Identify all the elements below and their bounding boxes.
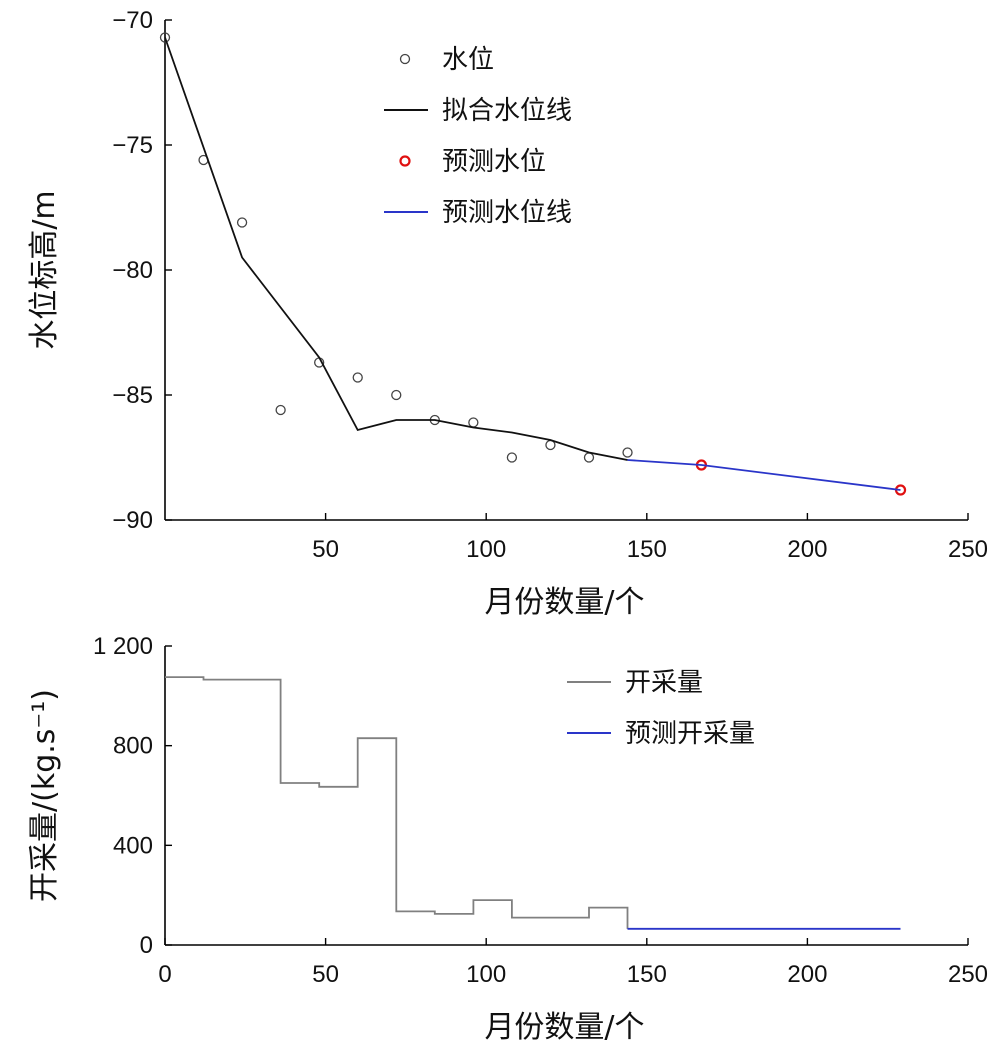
y-axis-title: 水位标高/m bbox=[27, 190, 62, 349]
y-tick-label: 1 200 bbox=[93, 633, 153, 660]
x-tick-label: 100 bbox=[466, 961, 506, 988]
x-axis-title: 月份数量/个 bbox=[484, 1010, 644, 1045]
x-tick-label: 200 bbox=[787, 961, 827, 988]
y-tick-label: 800 bbox=[113, 733, 153, 760]
legend-marker bbox=[399, 155, 411, 167]
y-tick-label: −80 bbox=[112, 257, 153, 284]
data-point bbox=[275, 404, 286, 416]
x-tick-label: 100 bbox=[466, 536, 506, 563]
x-tick-label: 50 bbox=[312, 961, 339, 988]
data-point bbox=[159, 32, 171, 43]
legend-label: 预测水位 bbox=[442, 147, 546, 177]
legend-label: 预测水位线 bbox=[442, 198, 572, 228]
legend-label: 拟合水位线 bbox=[442, 96, 572, 126]
data-point bbox=[236, 217, 248, 228]
legend-marker bbox=[399, 53, 411, 65]
series-0-1-line bbox=[164, 37, 628, 461]
data-point bbox=[583, 452, 595, 463]
data-point bbox=[506, 452, 518, 463]
extraction-chart: 0 50 100 150 200 250 0 400 800 1 200 月份数量/个 开采量/(kg… bbox=[27, 633, 988, 1045]
data-point bbox=[352, 372, 363, 383]
x-tick-label: 250 bbox=[948, 961, 988, 988]
x-tick-label: 50 bbox=[312, 536, 339, 563]
y-tick-label: −75 bbox=[112, 132, 153, 159]
data-point bbox=[622, 447, 633, 458]
x-tick-label: 0 bbox=[158, 961, 171, 988]
x-tick-label: 250 bbox=[948, 536, 988, 563]
x-tick-label: 150 bbox=[627, 536, 667, 563]
y-tick-label: 400 bbox=[113, 832, 153, 859]
data-point bbox=[391, 389, 402, 401]
x-tick-label: 200 bbox=[787, 536, 827, 563]
x-tick-label: 150 bbox=[627, 961, 667, 988]
y-axis-title: 开采量/(kg.s⁻¹) bbox=[27, 689, 62, 902]
legend-label: 开采量 bbox=[625, 668, 703, 698]
legend-label: 水位 bbox=[442, 45, 494, 75]
y-tick-label: 0 bbox=[140, 932, 153, 959]
y-tick-label: −85 bbox=[112, 382, 153, 409]
y-tick-label: −70 bbox=[112, 7, 153, 34]
y-tick-label: −90 bbox=[112, 507, 153, 534]
series-1-0-step bbox=[165, 676, 629, 929]
series-0-3-line bbox=[627, 459, 901, 491]
legend-label: 预测开采量 bbox=[625, 719, 755, 749]
x-axis-title: 月份数量/个 bbox=[484, 585, 644, 620]
data-point bbox=[468, 417, 479, 428]
water-level-chart: 50 100 150 200 250 −90 −85 −80 −75 −70 月份数量/个 水位标高/… bbox=[27, 7, 988, 620]
